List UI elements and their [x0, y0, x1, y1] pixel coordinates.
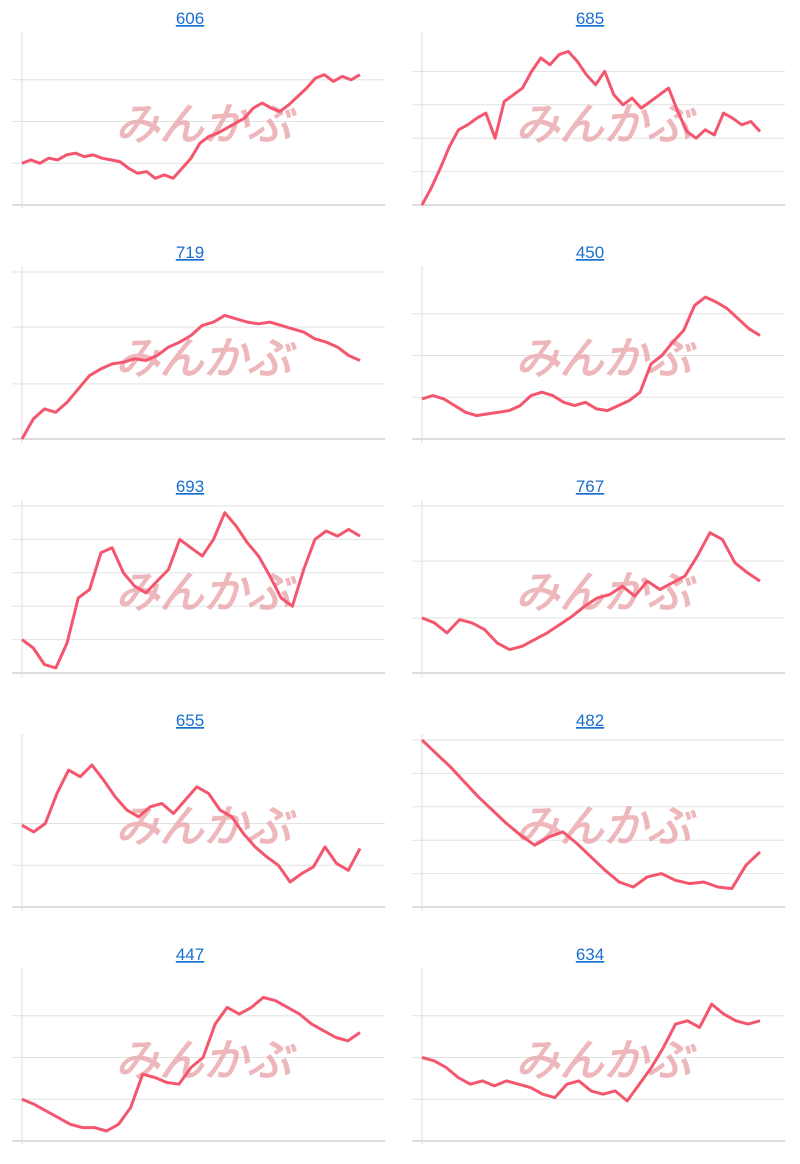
- watermark: みんかぶ: [516, 101, 698, 150]
- price-line: [421, 531, 761, 652]
- chart-title[interactable]: 767: [576, 477, 604, 496]
- watermark: みんかぶ: [516, 1037, 698, 1086]
- price-line: [421, 1002, 761, 1103]
- watermark: みんかぶ: [516, 803, 698, 852]
- price-line: [21, 995, 361, 1133]
- watermark: みんかぶ: [116, 101, 298, 150]
- price-line: [21, 763, 362, 884]
- watermark: みんかぶ: [516, 569, 698, 618]
- chart-title[interactable]: 447: [176, 945, 204, 964]
- chart-title[interactable]: 450: [576, 243, 604, 262]
- price-line: [420, 738, 762, 891]
- chart-title[interactable]: 719: [176, 243, 204, 262]
- price-line: [21, 511, 361, 670]
- chart-title[interactable]: 606: [176, 9, 204, 28]
- chart-title[interactable]: 634: [576, 945, 604, 964]
- chart-title[interactable]: 655: [176, 711, 204, 730]
- watermark: みんかぶ: [516, 335, 698, 384]
- price-line: [421, 295, 761, 418]
- price-line: [420, 49, 762, 206]
- chart-title[interactable]: 693: [176, 477, 204, 496]
- watermark: みんかぶ: [116, 803, 298, 852]
- chart-title[interactable]: 482: [576, 711, 604, 730]
- chart-title[interactable]: 685: [576, 9, 604, 28]
- price-line: [21, 73, 361, 180]
- price-line: [20, 313, 361, 440]
